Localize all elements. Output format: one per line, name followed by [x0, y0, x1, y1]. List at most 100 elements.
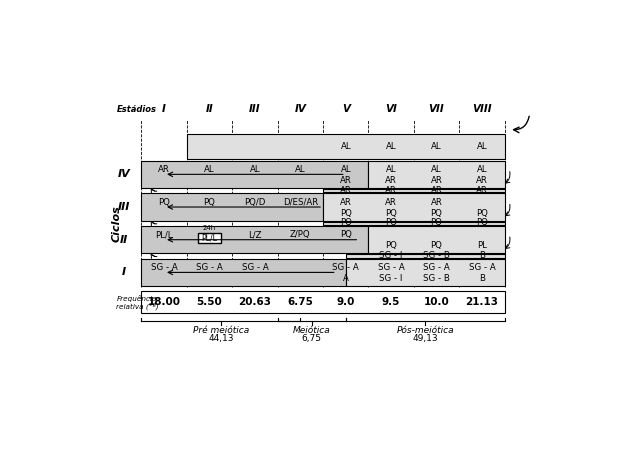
- Text: PQ: PQ: [476, 218, 488, 227]
- Text: B: B: [479, 251, 485, 260]
- Text: 20.63: 20.63: [238, 297, 271, 307]
- Text: SG - B: SG - B: [423, 274, 450, 283]
- Text: AR: AR: [476, 186, 488, 195]
- Text: AL: AL: [204, 165, 215, 174]
- Text: PQ: PQ: [340, 230, 352, 239]
- Text: PQ: PQ: [431, 208, 443, 217]
- Text: B: B: [479, 274, 485, 283]
- Text: AL: AL: [431, 142, 442, 151]
- Text: 6.75: 6.75: [287, 297, 313, 307]
- Text: AR: AR: [431, 197, 443, 207]
- Text: SG - I: SG - I: [380, 274, 403, 283]
- Text: 18.00: 18.00: [148, 297, 181, 307]
- Text: AL: AL: [340, 142, 351, 151]
- Bar: [323, 189, 505, 192]
- Text: AR: AR: [385, 176, 397, 185]
- Text: PQ: PQ: [476, 208, 488, 217]
- Text: Pré meiótica: Pré meiótica: [193, 326, 249, 336]
- Text: AL: AL: [476, 142, 487, 151]
- Text: III: III: [249, 104, 261, 114]
- Text: 9.5: 9.5: [382, 297, 400, 307]
- Text: AL: AL: [476, 165, 487, 174]
- Text: VIII: VIII: [472, 104, 492, 114]
- Bar: [368, 161, 505, 188]
- Text: 49,13: 49,13: [412, 334, 438, 343]
- Text: AL: AL: [340, 165, 351, 174]
- Bar: [141, 161, 368, 188]
- Text: AR: AR: [431, 176, 443, 185]
- Text: SG - A: SG - A: [196, 263, 223, 272]
- Text: PQ: PQ: [431, 241, 443, 250]
- Text: L/Z: L/Z: [248, 230, 262, 239]
- Text: VI: VI: [385, 104, 397, 114]
- Text: Estádios: Estádios: [117, 104, 157, 114]
- Text: 5.50: 5.50: [197, 297, 222, 307]
- Text: PQ: PQ: [385, 208, 397, 217]
- Text: I: I: [162, 104, 166, 114]
- Text: AR: AR: [340, 186, 352, 195]
- Text: PQ: PQ: [204, 197, 215, 207]
- Text: AL: AL: [295, 165, 306, 174]
- Text: IV: IV: [118, 169, 131, 179]
- Text: SG - A: SG - A: [423, 263, 450, 272]
- Bar: [141, 193, 323, 221]
- Text: 44,13: 44,13: [208, 334, 234, 343]
- Text: 24h: 24h: [203, 225, 216, 231]
- Text: AL: AL: [431, 165, 442, 174]
- Text: III: III: [118, 202, 131, 212]
- Text: AL: AL: [386, 142, 396, 151]
- Text: PQ: PQ: [340, 208, 352, 217]
- Text: PQ: PQ: [385, 241, 397, 250]
- Text: PQ: PQ: [385, 218, 397, 227]
- Bar: [346, 254, 505, 258]
- Text: PL: PL: [477, 241, 487, 250]
- Text: Pós-meiótica: Pós-meiótica: [396, 326, 454, 336]
- Text: AR: AR: [431, 186, 443, 195]
- Text: 10.0: 10.0: [424, 297, 450, 307]
- Text: AR: AR: [385, 197, 397, 207]
- Text: PQ: PQ: [158, 197, 170, 207]
- Bar: [141, 291, 505, 313]
- Text: AR: AR: [385, 186, 397, 195]
- Text: AR: AR: [340, 176, 352, 185]
- Bar: [141, 226, 368, 253]
- Text: I: I: [122, 267, 126, 277]
- Bar: [323, 193, 505, 221]
- Bar: [323, 222, 505, 225]
- Text: PQ: PQ: [431, 218, 443, 227]
- Bar: [141, 259, 346, 286]
- Text: II: II: [206, 104, 213, 114]
- Text: SG - B: SG - B: [423, 251, 450, 260]
- Text: PL/L: PL/L: [201, 234, 218, 243]
- Text: Z/PQ: Z/PQ: [290, 230, 311, 239]
- Text: SG - A: SG - A: [469, 263, 496, 272]
- Text: AL: AL: [386, 165, 396, 174]
- Text: 9.0: 9.0: [336, 297, 355, 307]
- Text: SG - A: SG - A: [241, 263, 268, 272]
- Text: SG - A: SG - A: [151, 263, 178, 272]
- Text: Meiótica: Meiótica: [293, 326, 331, 336]
- Text: Ciclos: Ciclos: [111, 205, 122, 242]
- Bar: [187, 134, 505, 159]
- Bar: [346, 259, 505, 286]
- Text: A: A: [343, 274, 348, 283]
- Text: 6,75: 6,75: [302, 334, 322, 343]
- Text: II: II: [120, 235, 128, 245]
- Text: AR: AR: [476, 176, 488, 185]
- Text: Frequência
relativa (°º): Frequência relativa (°º): [117, 295, 159, 310]
- Text: SG - I: SG - I: [380, 251, 403, 260]
- Text: AR: AR: [340, 197, 352, 207]
- Text: IV: IV: [294, 104, 306, 114]
- Text: PQ: PQ: [340, 218, 352, 227]
- Text: PL/L: PL/L: [155, 230, 173, 239]
- Text: 21.13: 21.13: [466, 297, 499, 307]
- Text: D/ES/AR: D/ES/AR: [283, 197, 318, 207]
- Text: V: V: [342, 104, 350, 114]
- Text: VII: VII: [429, 104, 445, 114]
- Text: PQ/D: PQ/D: [244, 197, 266, 207]
- Bar: [368, 226, 505, 253]
- Text: AL: AL: [250, 165, 261, 174]
- Text: SG - A: SG - A: [378, 263, 404, 272]
- Text: SG - A: SG - A: [333, 263, 359, 272]
- Bar: [197, 233, 222, 243]
